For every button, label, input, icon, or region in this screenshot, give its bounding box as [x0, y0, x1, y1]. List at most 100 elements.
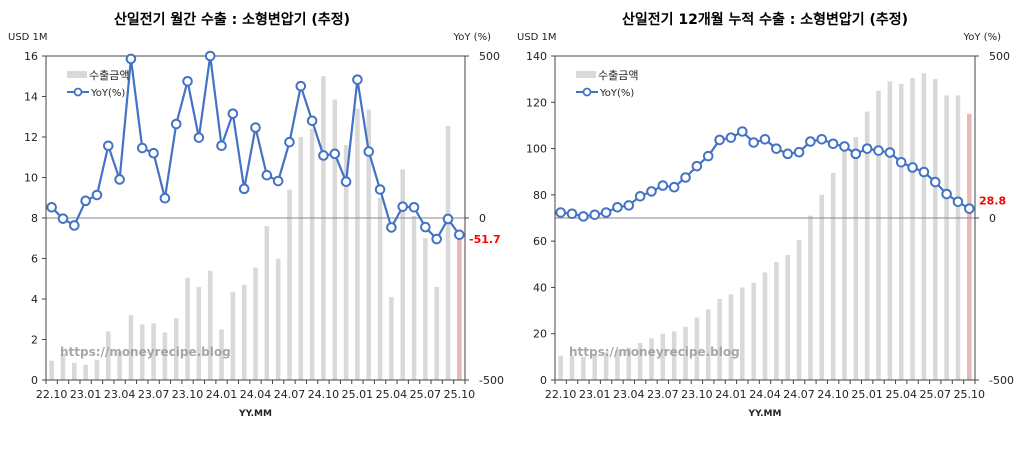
y-tick-label: 14	[24, 91, 38, 104]
yoy-point	[634, 190, 646, 202]
yoy-point	[125, 53, 137, 65]
bar	[887, 81, 893, 380]
y-tick-label: 6	[31, 253, 38, 266]
yoy-point	[589, 209, 601, 221]
bar	[569, 355, 575, 380]
x-tick-label: 22.10	[36, 388, 68, 401]
bar	[287, 189, 292, 380]
yoy-point	[668, 181, 680, 193]
yoy-point	[102, 140, 114, 152]
bar	[910, 77, 915, 380]
bar	[106, 331, 111, 380]
bar	[309, 128, 315, 380]
chart-title: 산일전기 12개월 누적 수출 : 소형변압기 (추정)	[622, 11, 908, 28]
legend-bar-swatch	[67, 71, 87, 78]
y2-tick-label: -500	[479, 374, 504, 387]
yoy-point	[941, 188, 952, 200]
bar	[434, 286, 439, 380]
yoy-point	[793, 146, 805, 158]
yoy-point	[714, 134, 725, 146]
bar	[411, 215, 417, 380]
yoy-point	[352, 74, 363, 85]
y-tick-label: 40	[533, 281, 547, 294]
bar	[740, 287, 745, 380]
bar	[717, 299, 722, 380]
yoy-point	[861, 143, 873, 154]
last-value-label: 28.8	[979, 195, 1006, 208]
x-tick-label: 24.04	[240, 388, 272, 401]
y-tick-label: 0	[540, 374, 547, 387]
bar	[332, 99, 338, 380]
yoy-point	[204, 50, 216, 62]
bar	[60, 353, 66, 380]
yoy-point	[227, 108, 239, 119]
yoy-point	[306, 115, 318, 127]
bar	[94, 359, 100, 380]
yoy-point	[895, 156, 907, 168]
yoy-point	[657, 180, 669, 191]
y-tick-label: 10	[24, 172, 38, 185]
yoy-point	[340, 176, 352, 188]
bar	[762, 272, 768, 380]
bar	[445, 125, 451, 380]
legend-line-label: YoY(%)	[599, 88, 634, 99]
chart-1: 산일전기 월간 수출 : 소형변압기 (추정) USD 1M YoY (%) http…	[8, 11, 504, 419]
x-tick-label: 24.07	[274, 388, 306, 401]
yoy-point	[748, 137, 759, 148]
x-tick-label: 24.07	[783, 388, 815, 401]
x-tick-label: 25.07	[920, 388, 952, 401]
yoy-point	[397, 201, 409, 212]
x-axis-label: YY.MM	[238, 409, 272, 419]
bar	[355, 108, 360, 381]
bar	[921, 73, 927, 380]
x-tick-label: 24.04	[749, 388, 781, 401]
yoy-point	[261, 169, 273, 181]
x-tick-label: 23.01	[70, 388, 102, 401]
yoy-point	[386, 222, 397, 233]
bar	[853, 137, 859, 380]
yoy-point	[782, 148, 794, 160]
x-tick-label: 24.10	[817, 388, 849, 401]
x-tick-label: 24.01	[206, 388, 238, 401]
y-axis-label: USD 1M	[517, 32, 557, 43]
x-tick-label: 23.10	[172, 388, 204, 401]
yoy-point	[80, 195, 91, 207]
bar	[728, 294, 734, 380]
yoy-point	[238, 183, 250, 195]
bar	[117, 351, 122, 380]
bar	[49, 360, 54, 380]
yoy-point	[193, 132, 205, 143]
bar	[343, 145, 349, 380]
x-tick-label: 25.04	[376, 388, 408, 401]
yoy-point	[646, 186, 657, 197]
x-tick-label: 23.07	[138, 388, 170, 401]
x-tick-label: 23.10	[681, 388, 713, 401]
bar	[83, 364, 88, 380]
bar	[876, 90, 881, 380]
y-tick-label: 60	[533, 235, 547, 248]
yoy-point	[318, 150, 329, 161]
legend-bar-label: 수출금액	[598, 69, 638, 82]
x-tick-label: 25.01	[342, 388, 374, 401]
bar	[864, 111, 870, 381]
yoy-point	[736, 126, 748, 137]
bar	[671, 331, 677, 380]
bar	[298, 137, 304, 380]
y2-tick-label: 0	[479, 212, 486, 225]
yoy-point	[216, 140, 227, 152]
bar	[219, 329, 224, 380]
yoy-point	[918, 166, 930, 178]
bar	[173, 318, 179, 380]
bar	[185, 277, 190, 380]
yoy-point	[702, 150, 714, 162]
yoy-point	[69, 220, 80, 231]
yoy-point	[442, 213, 454, 225]
x-tick-label: 23.01	[579, 388, 611, 401]
legend-line-marker	[73, 87, 83, 97]
bar	[457, 238, 462, 380]
bar	[196, 286, 202, 380]
bar	[264, 226, 270, 380]
bar	[785, 255, 790, 380]
bar	[321, 76, 326, 380]
